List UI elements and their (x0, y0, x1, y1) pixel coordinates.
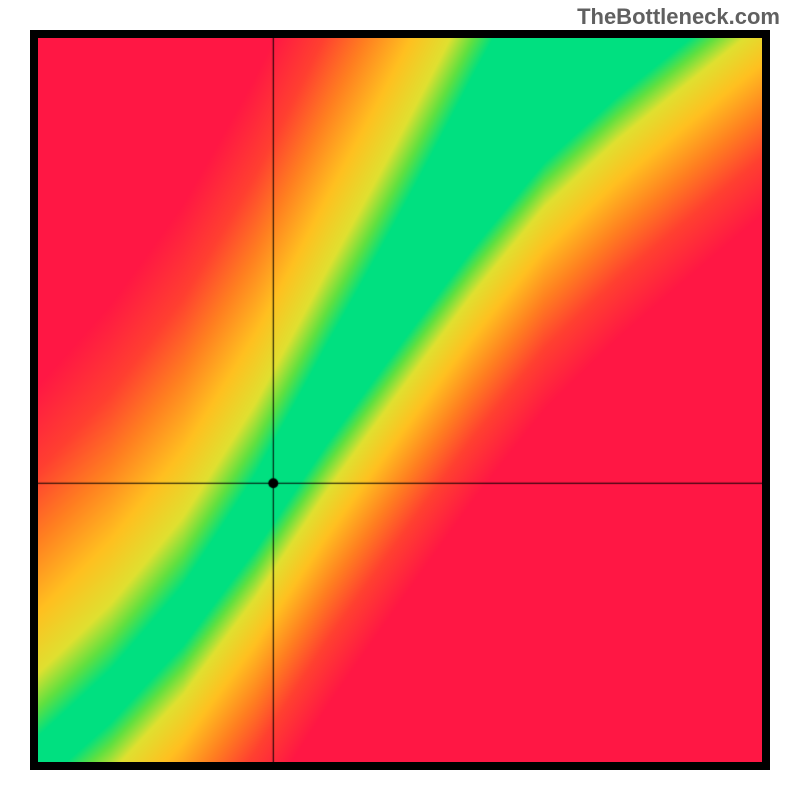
watermark-text: TheBottleneck.com (577, 4, 780, 30)
heatmap-chart (30, 30, 770, 770)
heatmap-canvas (38, 38, 762, 762)
